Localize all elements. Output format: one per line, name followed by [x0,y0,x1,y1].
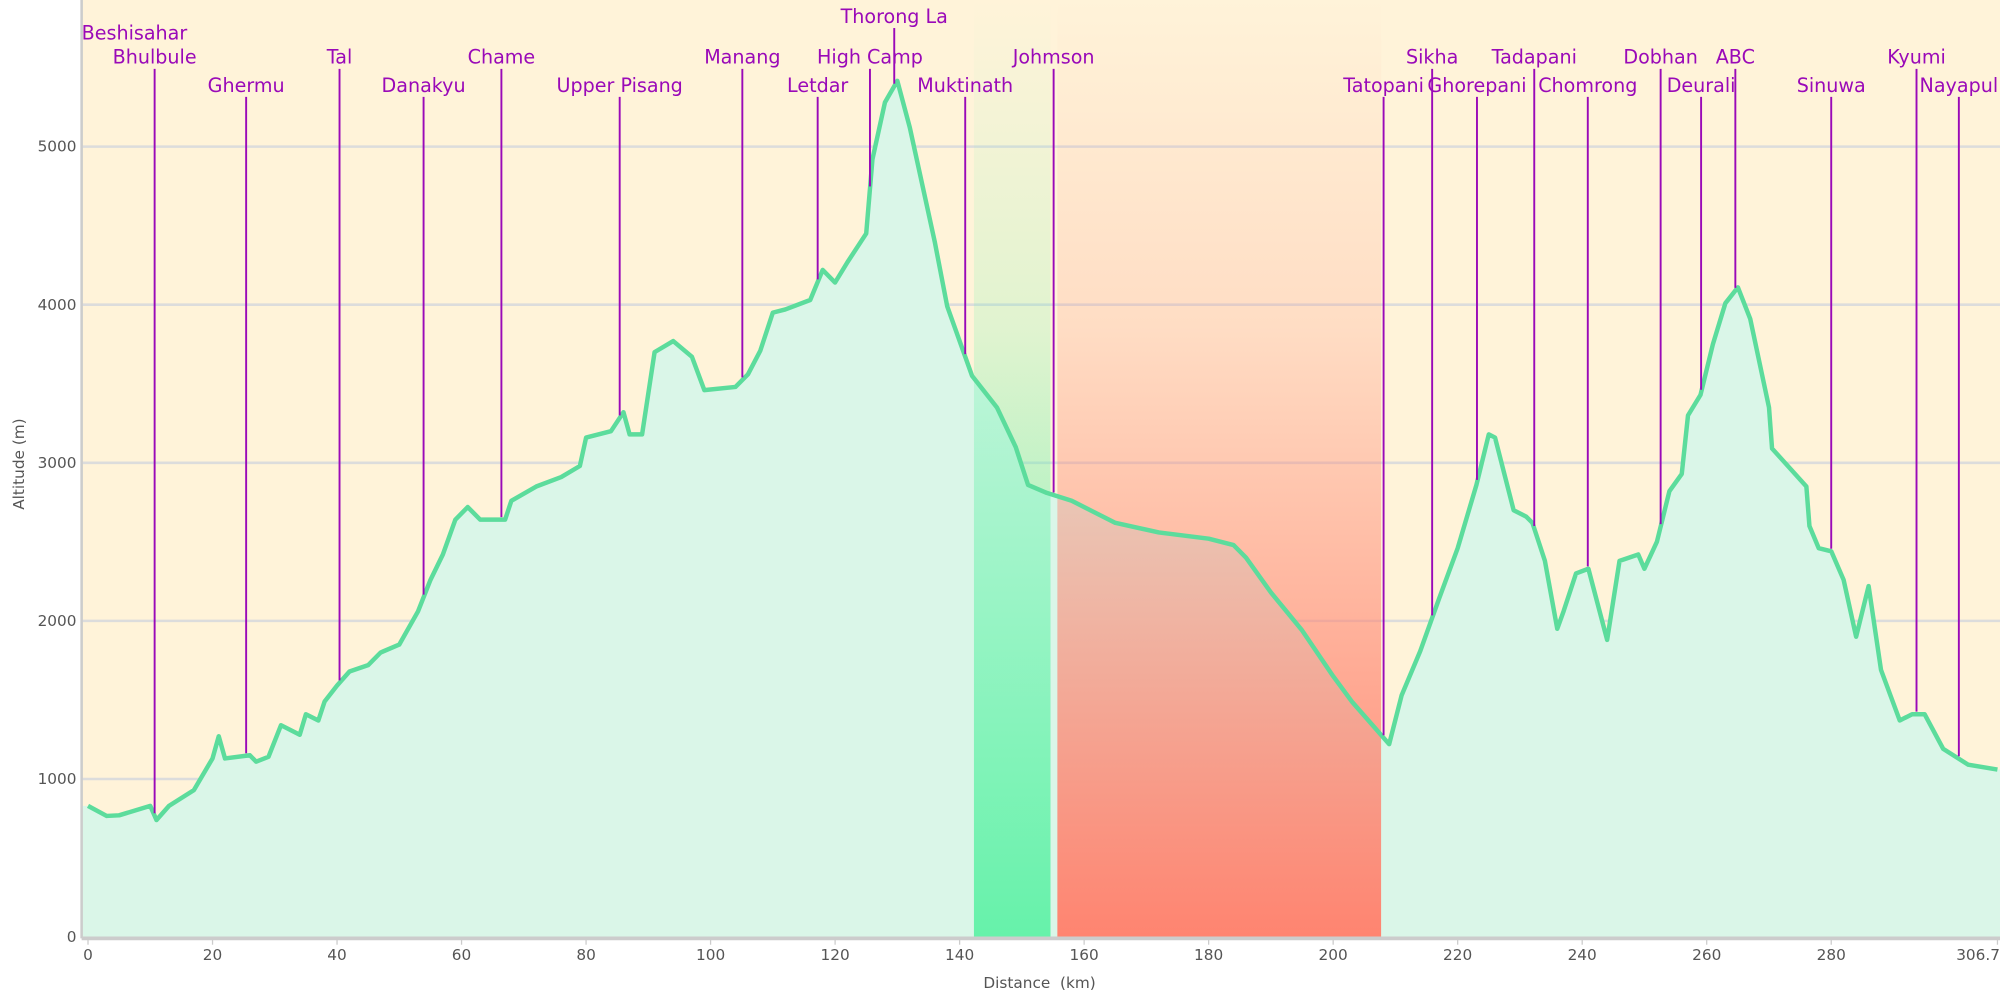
x-tick-label: 260 [1692,946,1721,964]
waypoint-label: Bhulbule [113,46,197,69]
y-tick-label: 3000 [38,454,77,472]
waypoint-label: High Camp [817,46,923,69]
y-tick-label: 2000 [38,612,77,630]
x-tick-label: 60 [452,946,471,964]
y-tick-label: 0 [67,928,77,946]
waypoint-kyumi[interactable]: Kyumi [1887,46,1946,712]
waypoint-label: Tadapani [1491,46,1577,69]
x-tick-label: 20 [203,946,222,964]
x-tick-label: 280 [1817,946,1846,964]
waypoint-deurali[interactable]: Deurali [1667,74,1736,390]
waypoint-beshisahar[interactable]: Beshisahar [82,22,188,45]
waypoint-label: Sinuwa [1797,74,1866,97]
x-tick-label: 160 [1070,946,1099,964]
waypoint-label: Ghorepani [1427,74,1526,97]
waypoint-label: Letdar [787,74,848,97]
y-axis-title: Altitude (m) [10,418,28,509]
waypoint-label: Muktinath [917,74,1013,97]
waypoint-label: Kyumi [1887,46,1946,69]
waypoint-muktinath[interactable]: Muktinath [917,74,1013,355]
waypoint-abc[interactable]: ABC [1716,46,1755,288]
waypoint-label: Deurali [1667,74,1736,97]
waypoint-label: Chame [468,46,536,69]
x-tick-label: 40 [327,946,346,964]
waypoint-ghorepani[interactable]: Ghorepani [1427,74,1527,480]
waypoint-label: Nayapul [1920,74,1999,97]
waypoint-danakyu[interactable]: Danakyu [382,74,466,595]
waypoint-nayapul[interactable]: Nayapul [1920,74,1999,757]
x-tick-label: 0 [83,946,93,964]
waypoint-johmson[interactable]: Johmson [1012,46,1095,493]
x-tick-label: 120 [820,946,849,964]
waypoint-label: Ghermu [208,74,285,97]
x-tick-label: 220 [1443,946,1472,964]
waypoint-chame[interactable]: Chame [468,46,536,518]
x-tick-label: 240 [1568,946,1597,964]
waypoint-bhulbule[interactable]: Bhulbule [113,46,197,814]
waypoint-label: Upper Pisang [557,74,683,97]
waypoint-upper-pisang[interactable]: Upper Pisang [557,74,683,416]
x-axis-title: Distance (km) [983,974,1095,992]
waypoint-label: Danakyu [382,74,466,97]
y-tick-label: 1000 [38,770,77,788]
waypoint-dobhan[interactable]: Dobhan [1623,46,1698,525]
green-band [973,0,1051,938]
waypoint-high-camp[interactable]: High Camp [817,46,923,187]
x-axis-ticks: 0 20 40 60 80 100 120 140 160 180 200 220 240 260 280 3… [83,938,2000,964]
waypoint-label: ABC [1716,46,1755,69]
waypoint-tatopani[interactable]: Tatopani [1342,74,1424,736]
waypoint-label: Beshisahar [82,22,188,45]
waypoint-manang[interactable]: Manang [704,46,780,378]
waypoint-sikha[interactable]: Sikha [1406,46,1458,616]
waypoint-chomrong[interactable]: Chomrong [1538,74,1637,567]
transport-bands [973,0,1382,938]
red-band [1057,0,1382,938]
y-tick-label: 4000 [38,296,77,314]
waypoint-label: Thorong La [840,5,948,28]
x-tick-label: 140 [945,946,974,964]
waypoint-tadapani[interactable]: Tadapani [1491,46,1577,527]
x-tick-label: 100 [696,946,725,964]
waypoint-ghermu[interactable]: Ghermu [208,74,285,754]
waypoint-label: Johmson [1012,46,1095,69]
waypoint-thorong-la[interactable]: Thorong La [840,5,948,84]
y-tick-label: 5000 [38,138,77,156]
waypoint-label: Chomrong [1538,74,1637,97]
x-tick-label: 306.7 [1956,946,2000,964]
waypoint-label: Dobhan [1623,46,1697,69]
waypoint-sinuwa[interactable]: Sinuwa [1797,74,1866,549]
x-tick-label: 80 [576,946,595,964]
waypoint-letdar[interactable]: Letdar [787,74,848,280]
elevation-line [86,78,1998,823]
waypoint-label: Tatopani [1342,74,1424,97]
waypoint-label: Tal [326,46,353,69]
x-tick-label: 180 [1194,946,1223,964]
waypoint-tal[interactable]: Tal [326,46,353,681]
waypoint-label: Manang [704,46,780,69]
y-axis-ticks: 0100020003000400050006000 [38,138,77,946]
waypoint-label: Sikha [1406,46,1458,69]
x-tick-label: 200 [1319,946,1348,964]
